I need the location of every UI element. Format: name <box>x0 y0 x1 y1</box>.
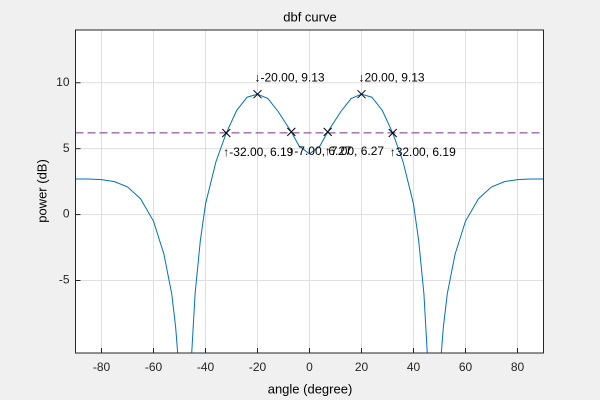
x-tick-label: -20 <box>249 360 267 374</box>
point-label: ↑32.00, 6.19 <box>390 145 456 159</box>
y-tick-label: 10 <box>56 75 70 89</box>
point-marker <box>388 128 398 138</box>
point-label: ↑-7.00, 6.27 <box>288 144 352 158</box>
x-tick-label: -40 <box>197 360 215 374</box>
y-axis-label: power (dB) <box>34 159 49 223</box>
point-label: ↑7.00, 6.27 <box>325 144 385 158</box>
x-tick-label: 80 <box>511 360 525 374</box>
point-marker <box>253 89 262 99</box>
x-axis-label: angle (degree) <box>268 381 353 396</box>
point-marker <box>221 128 231 138</box>
point-label: ↓-20.00, 9.13 <box>255 70 325 84</box>
x-tick-label: -80 <box>93 360 111 374</box>
x-tick-label: 60 <box>459 360 473 374</box>
point-marker <box>357 89 366 99</box>
point-marker <box>323 127 333 137</box>
chart-title: dbf curve <box>283 9 336 24</box>
y-tick-label: 0 <box>63 207 70 221</box>
x-tick-label: 40 <box>407 360 421 374</box>
point-label: ↓20.00, 9.13 <box>359 70 425 84</box>
point-label: ↑-32.00, 6.19 <box>223 145 293 159</box>
axes-box <box>75 29 544 354</box>
x-tick-label: 0 <box>306 360 313 374</box>
y-tick-label: 5 <box>63 141 70 155</box>
y-tick-label: -5 <box>59 273 70 287</box>
series-line <box>75 93 544 353</box>
x-tick-label: -60 <box>145 360 163 374</box>
point-marker <box>286 127 296 137</box>
x-tick-label: 20 <box>355 360 369 374</box>
